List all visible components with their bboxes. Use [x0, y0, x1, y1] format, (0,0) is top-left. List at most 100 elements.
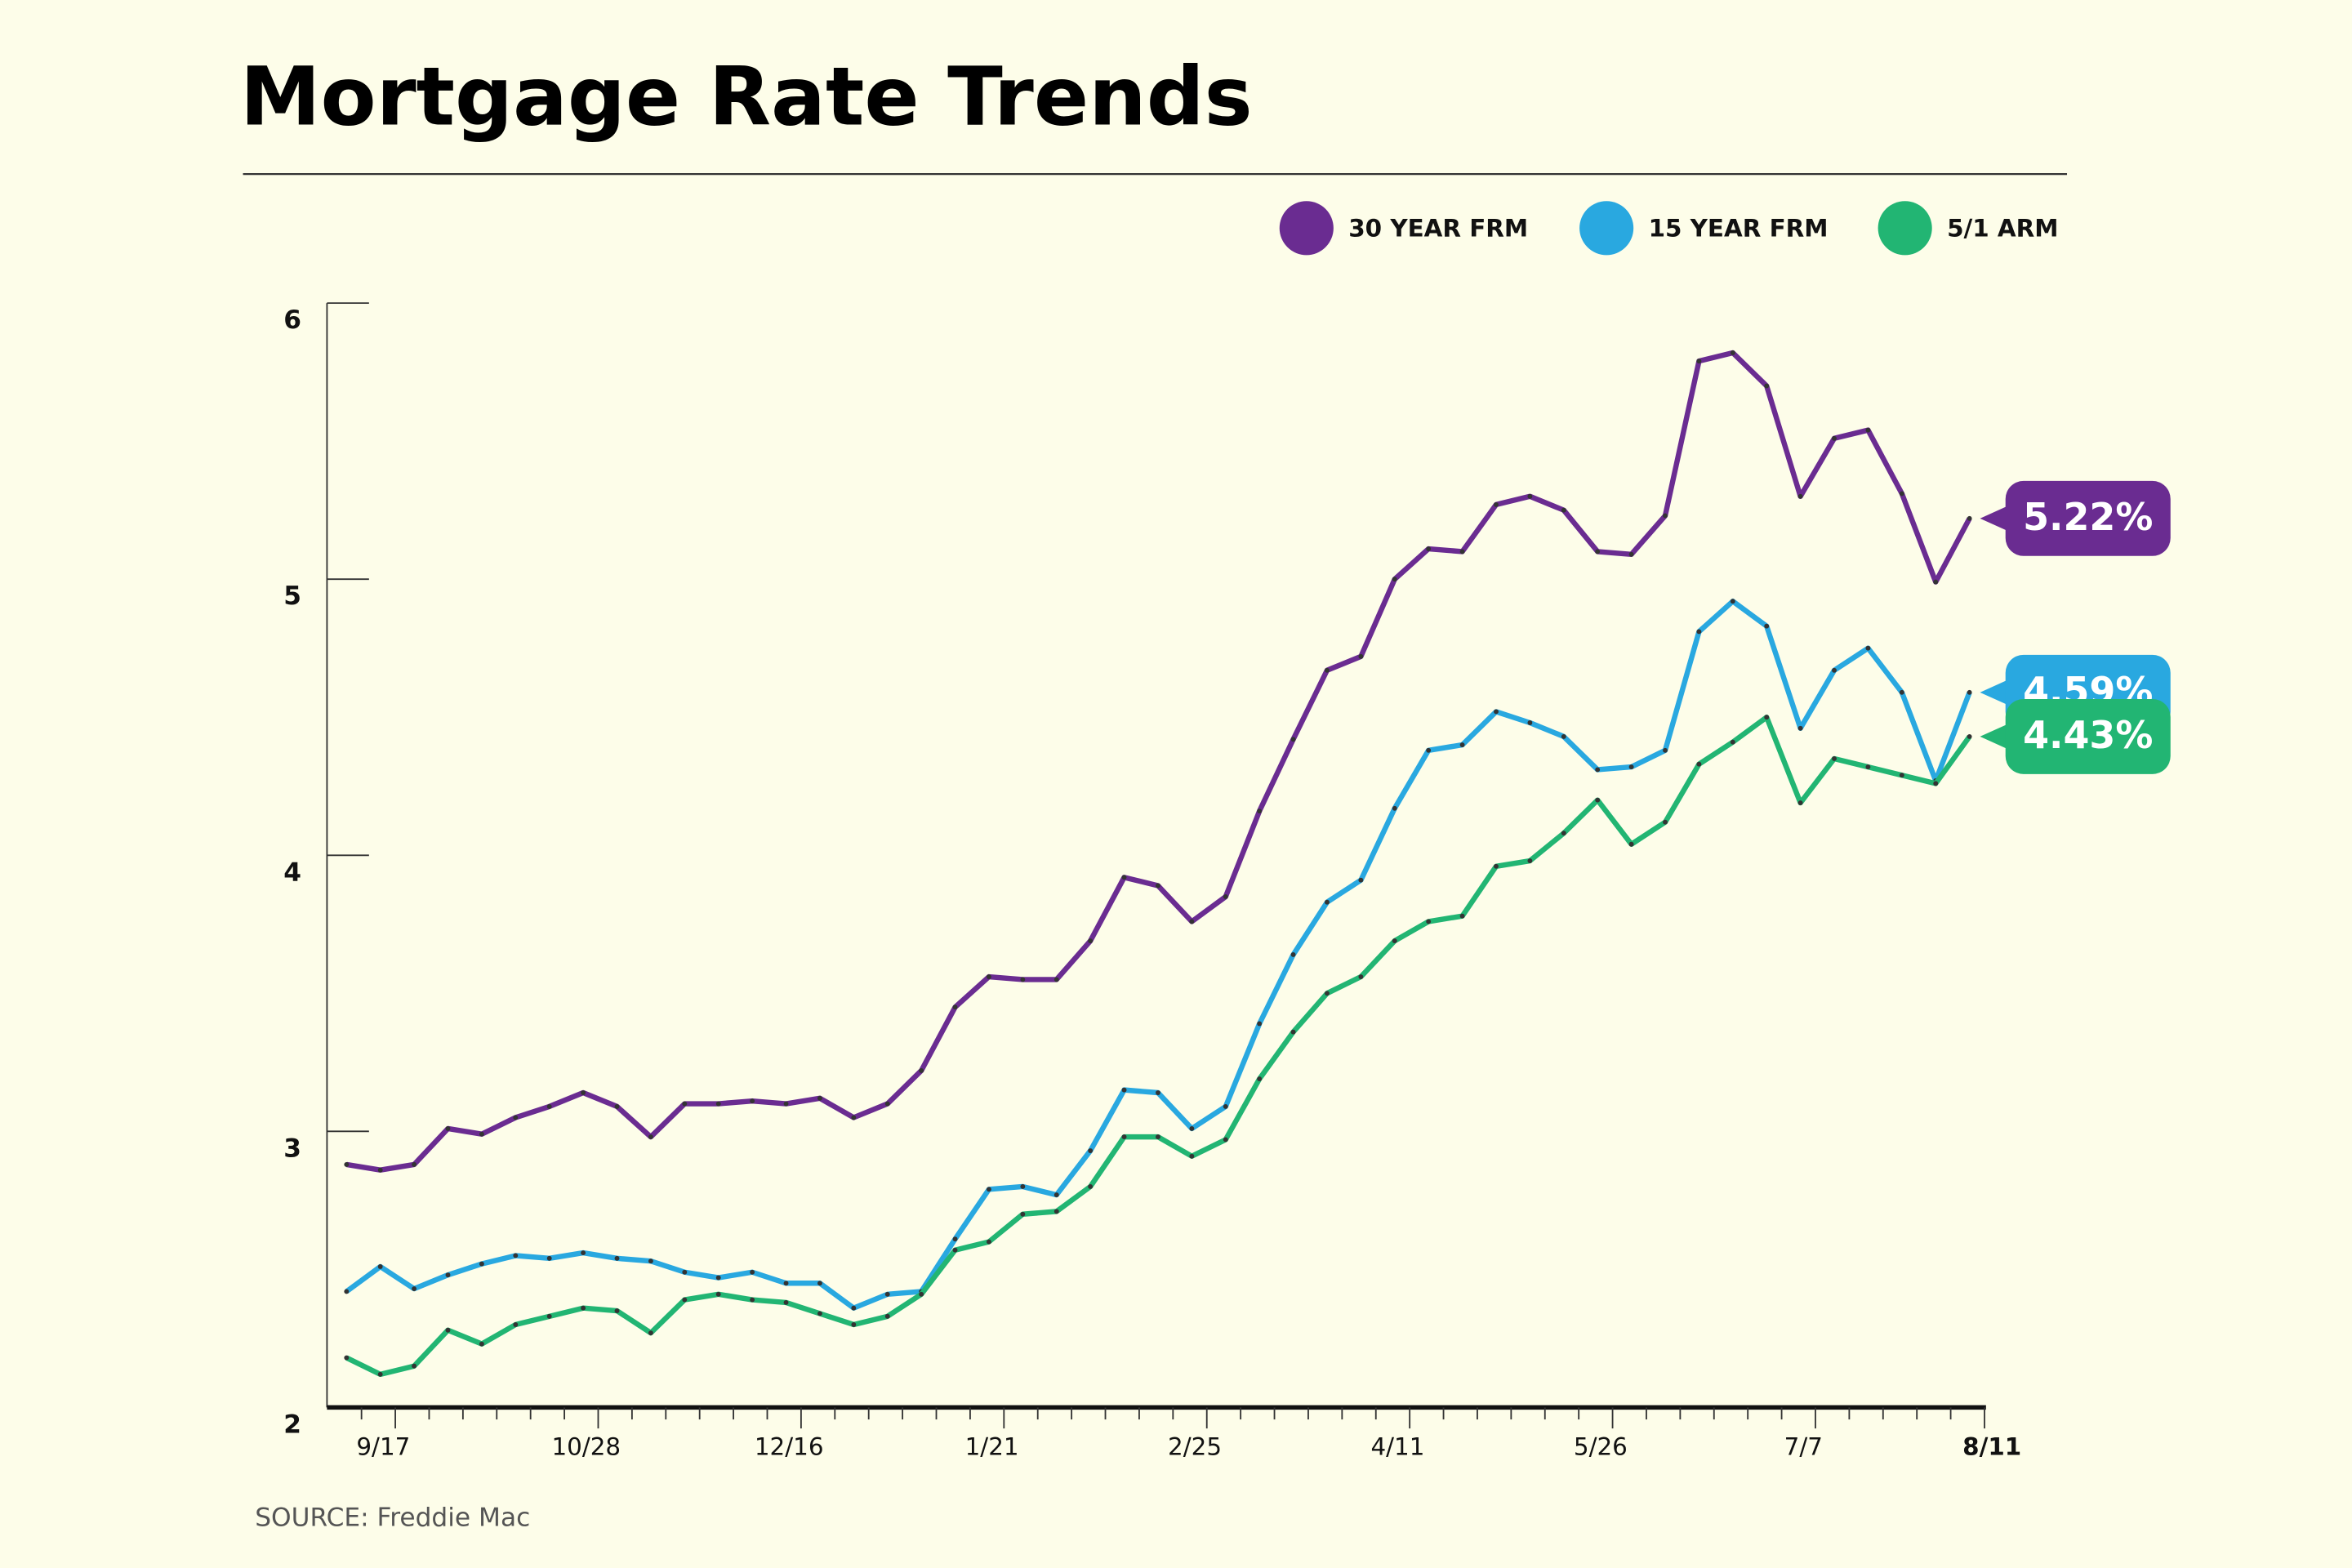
data-point — [750, 1297, 755, 1303]
data-point — [1358, 877, 1364, 883]
data-point — [1020, 1184, 1026, 1189]
data-point — [412, 1161, 417, 1167]
data-point — [1595, 549, 1601, 555]
data-point — [1561, 733, 1566, 739]
data-point — [1764, 623, 1770, 629]
data-point — [1290, 1029, 1296, 1035]
callout-box — [2005, 480, 2171, 556]
data-point — [682, 1269, 688, 1275]
data-point — [1595, 797, 1601, 803]
data-point — [1696, 761, 1702, 767]
data-point — [1696, 629, 1702, 635]
data-point — [1189, 1153, 1195, 1159]
y-tick-label: 3 — [283, 1134, 301, 1163]
data-point — [884, 1313, 890, 1319]
data-point — [715, 1291, 721, 1297]
data-point — [1459, 742, 1465, 747]
y-tick-label: 6 — [283, 305, 301, 335]
data-point — [445, 1126, 451, 1131]
data-point — [1865, 645, 1871, 651]
data-point — [1156, 883, 1160, 889]
data-point — [581, 1305, 586, 1311]
data-point — [1189, 919, 1195, 924]
data-point — [1696, 359, 1702, 364]
data-point — [1764, 383, 1770, 389]
data-point — [1865, 764, 1871, 770]
data-point — [952, 1004, 958, 1010]
y-tick-label: 5 — [283, 581, 301, 611]
legend-label: 5/1 ARM — [1947, 215, 2058, 243]
data-point — [1325, 991, 1330, 996]
data-point — [1257, 1076, 1263, 1082]
data-point — [479, 1131, 484, 1137]
data-point — [1832, 667, 1837, 673]
data-point — [783, 1300, 789, 1305]
data-point — [479, 1341, 484, 1347]
data-point — [1832, 756, 1837, 761]
data-point — [614, 1103, 620, 1109]
data-point — [648, 1258, 653, 1264]
data-point — [546, 1255, 552, 1261]
x-tick-label: 8/11 — [1962, 1433, 2021, 1461]
data-point — [377, 1264, 383, 1269]
data-point — [987, 1239, 991, 1245]
data-point — [1494, 863, 1499, 869]
data-point — [1797, 800, 1803, 805]
y-tick-label: 4 — [283, 858, 301, 887]
data-point — [1459, 913, 1465, 919]
callout-pointer — [1980, 723, 2011, 751]
data-point — [344, 1289, 350, 1294]
data-point — [1121, 1087, 1127, 1093]
data-point — [546, 1313, 552, 1319]
data-point — [1257, 1021, 1263, 1027]
data-point — [1967, 689, 1972, 695]
data-point — [1020, 1211, 1026, 1217]
callout-box — [2005, 698, 2171, 774]
value-label: 4.43% — [2023, 713, 2153, 757]
data-point — [1764, 715, 1770, 720]
data-point — [1730, 350, 1735, 355]
data-point — [1663, 513, 1668, 519]
data-point — [1797, 493, 1803, 499]
data-point — [546, 1103, 552, 1109]
data-point — [1967, 733, 1972, 739]
value-label: 5.22% — [2023, 495, 2153, 539]
data-point — [1054, 1192, 1059, 1198]
data-point — [1561, 831, 1566, 836]
data-point — [851, 1305, 857, 1311]
data-point — [1392, 805, 1397, 811]
data-point — [1189, 1126, 1195, 1131]
data-point — [1223, 1103, 1228, 1109]
data-point — [1527, 493, 1533, 499]
data-point — [445, 1327, 451, 1333]
data-point — [377, 1371, 383, 1377]
legend-label: 30 YEAR FRM — [1348, 215, 1528, 243]
data-point — [1730, 599, 1735, 604]
data-point — [783, 1101, 789, 1107]
x-tick-label: 1/21 — [965, 1433, 1019, 1461]
data-point — [1899, 773, 1904, 778]
x-tick-label: 10/28 — [551, 1433, 621, 1461]
source-note: SOURCE: Freddie Mac — [255, 1503, 530, 1532]
callout-pointer — [1980, 505, 2011, 532]
data-point — [851, 1115, 857, 1120]
data-point — [884, 1291, 890, 1297]
data-point — [1054, 1209, 1059, 1214]
data-point — [1494, 709, 1499, 715]
data-point — [614, 1255, 620, 1261]
data-point — [412, 1363, 417, 1369]
data-point — [648, 1134, 653, 1140]
data-point — [1392, 577, 1397, 582]
data-point — [1730, 739, 1735, 745]
data-point — [1223, 1137, 1228, 1143]
data-point — [1426, 747, 1432, 753]
data-point — [1290, 952, 1296, 957]
data-point — [1054, 977, 1059, 982]
data-point — [817, 1311, 822, 1316]
data-point — [1832, 435, 1837, 441]
x-tick-label: 7/7 — [1784, 1433, 1823, 1461]
data-point — [1628, 764, 1634, 770]
data-point — [1899, 491, 1904, 497]
data-point — [1595, 767, 1601, 773]
